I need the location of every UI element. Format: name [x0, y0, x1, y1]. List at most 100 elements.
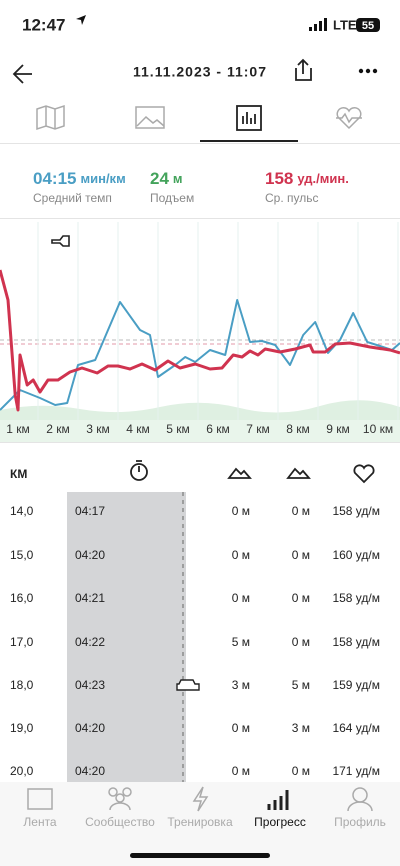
table-cell: 5 м	[232, 635, 250, 649]
heart-tab[interactable]	[336, 107, 362, 130]
progress-icon	[267, 790, 289, 810]
more-button[interactable]	[358, 68, 378, 74]
summary-metric: 24 м	[150, 169, 183, 188]
elevation-area	[0, 400, 400, 420]
x-tick-label: 3 км	[86, 422, 110, 436]
x-tick-label: 7 км	[246, 422, 270, 436]
table-cell: 0 м	[232, 764, 250, 778]
table-cell: 0 м	[292, 591, 310, 605]
x-tick-label: 5 км	[166, 422, 190, 436]
x-axis-band	[0, 420, 400, 442]
tab-label[interactable]: Лента	[23, 815, 57, 829]
community-icon	[108, 787, 132, 811]
table-cell: 158 уд/м	[332, 635, 380, 649]
table-cell: 158 уд/м	[332, 591, 380, 605]
column-header: КМ	[10, 467, 27, 481]
table-cell: 0 м	[232, 504, 250, 518]
tab-label[interactable]: Сообщество	[85, 815, 155, 829]
share-button[interactable]	[295, 58, 312, 81]
table-cell: 0 м	[292, 764, 310, 778]
summary-label: Подъем	[150, 191, 194, 205]
x-tick-label: 10 км	[363, 422, 393, 436]
battery-icon	[356, 18, 380, 32]
summary-unit: м	[173, 171, 183, 186]
status-time: 12:47	[22, 15, 65, 34]
divider	[0, 143, 400, 144]
table-cell: 3 м	[232, 678, 250, 692]
header-title: 11.11.2023 - 11:07	[133, 64, 267, 80]
heart-rate-icon	[353, 464, 375, 484]
summary-label: Ср. пульс	[265, 191, 319, 205]
table-cell: 3 м	[292, 721, 310, 735]
active-tab-indicator	[200, 140, 298, 142]
x-tick-label: 9 км	[326, 422, 350, 436]
table-cell: 0 м	[292, 635, 310, 649]
table-cell: 15,0	[10, 548, 34, 562]
table-cell: 164 уд/м	[332, 721, 380, 735]
summary-metric: 04:15 мин/км	[33, 169, 126, 188]
summary-label: Средний темп	[33, 191, 112, 205]
table-cell: 171 уд/м	[332, 764, 380, 778]
x-tick-label: 2 км	[46, 422, 70, 436]
table-cell: 0 м	[232, 548, 250, 562]
workout-icon	[192, 786, 209, 812]
data-line	[0, 269, 400, 412]
map-tab[interactable]	[36, 104, 65, 131]
table-cell: 16,0	[10, 591, 34, 605]
x-tick-label: 8 км	[286, 422, 310, 436]
stopwatch-icon	[130, 460, 148, 481]
tab-label[interactable]: Профиль	[334, 815, 386, 829]
home-indicator	[130, 853, 270, 858]
table-cell: 04:20	[75, 764, 105, 778]
table-cell: 0 м	[292, 548, 310, 562]
x-tick-label: 1 км	[6, 422, 30, 436]
tab-label[interactable]: Тренировка	[167, 815, 233, 829]
photo-tab[interactable]	[135, 106, 165, 129]
table-cell: 5 м	[292, 678, 310, 692]
table-cell: 14,0	[10, 504, 34, 518]
signal-icon	[309, 18, 327, 31]
back-button[interactable]	[12, 64, 32, 84]
table-cell: 04:17	[75, 504, 105, 518]
pace-column	[67, 492, 186, 782]
summary-value: 24	[150, 169, 169, 188]
table-cell: 04:23	[75, 678, 105, 692]
divider	[0, 442, 400, 443]
chart-tab[interactable]	[236, 105, 262, 131]
divider	[0, 218, 400, 219]
summary-metric: 158 уд./мин.	[265, 169, 349, 188]
table-cell: 159 уд/м	[332, 678, 380, 692]
profile-icon	[347, 787, 373, 812]
summary-unit: мин/км	[80, 171, 125, 186]
data-line	[0, 299, 400, 411]
descent-icon	[286, 467, 311, 479]
table-cell: 17,0	[10, 635, 34, 649]
table-cell: 158 уд/м	[332, 504, 380, 518]
x-tick-label: 4 км	[126, 422, 150, 436]
table-cell: 04:20	[75, 721, 105, 735]
summary-value: 04:15	[33, 169, 76, 188]
network: LTE	[333, 17, 357, 32]
table-cell: 0 м	[232, 591, 250, 605]
table-cell: 04:22	[75, 635, 105, 649]
turtle-marker	[176, 679, 200, 691]
summary-unit: уд./мин.	[297, 171, 348, 186]
summary-value: 158	[265, 169, 293, 188]
table-cell: 04:21	[75, 591, 105, 605]
table-cell: 19,0	[10, 721, 34, 735]
location-icon	[76, 15, 86, 25]
ascent-icon	[227, 467, 252, 479]
turtle-marker	[51, 235, 70, 247]
table-cell: 20,0	[10, 764, 34, 778]
feed-icon	[27, 788, 53, 810]
battery-level: 55	[362, 20, 374, 32]
table-cell: 0 м	[292, 504, 310, 518]
table-cell: 0 м	[232, 721, 250, 735]
x-tick-label: 6 км	[206, 422, 230, 436]
table-cell: 18,0	[10, 678, 34, 692]
tab-label[interactable]: Прогресс	[254, 815, 306, 829]
table-cell: 04:20	[75, 548, 105, 562]
table-cell: 160 уд/м	[332, 548, 380, 562]
